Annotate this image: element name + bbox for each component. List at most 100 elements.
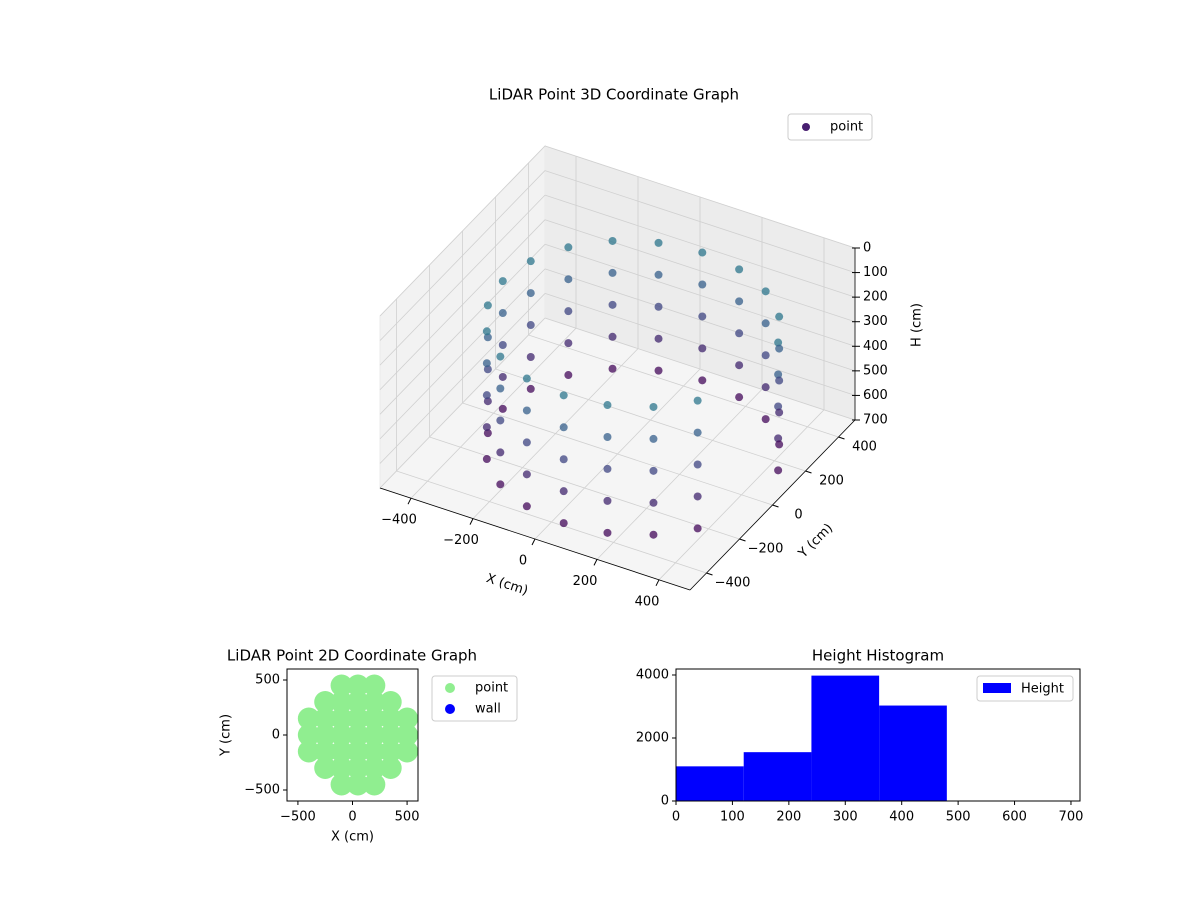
point <box>649 434 658 443</box>
legend-marker <box>802 123 810 131</box>
x-tick-label: 0 <box>672 810 680 825</box>
x-tick-label: 200 <box>776 810 801 825</box>
point <box>559 423 568 432</box>
z-tick-label: 300 <box>863 314 888 329</box>
grid-line <box>462 402 773 506</box>
z-tick-label: 500 <box>863 363 888 378</box>
bar <box>743 752 812 801</box>
point <box>346 691 369 713</box>
point <box>522 438 531 447</box>
grid-line <box>544 293 856 396</box>
point <box>775 376 784 385</box>
point <box>346 707 369 730</box>
axis-line <box>689 419 856 591</box>
point <box>735 361 744 370</box>
legend-label: point <box>830 120 863 135</box>
point <box>526 257 535 266</box>
point <box>654 270 663 279</box>
point <box>396 707 418 730</box>
point <box>496 480 505 489</box>
legend-marker <box>983 683 1011 693</box>
x-tick-label: 600 <box>1002 810 1027 825</box>
legend-marker <box>445 683 455 693</box>
point <box>314 691 337 713</box>
point <box>498 309 507 318</box>
bar <box>676 766 744 801</box>
x-tick <box>469 518 474 525</box>
point <box>330 757 353 779</box>
point <box>698 248 707 257</box>
point <box>761 319 770 328</box>
point <box>314 707 337 730</box>
point <box>735 329 744 338</box>
y-tick-label: 0 <box>661 794 669 809</box>
point <box>774 370 783 379</box>
point <box>559 487 568 496</box>
point <box>649 402 658 411</box>
y-tick <box>706 572 713 576</box>
point <box>297 740 320 763</box>
point <box>396 724 418 746</box>
point <box>608 364 617 373</box>
point <box>482 391 491 400</box>
point <box>603 496 612 505</box>
point <box>482 359 491 368</box>
legend-box <box>976 675 1074 702</box>
point <box>775 312 784 321</box>
point <box>498 372 507 381</box>
grid-line <box>379 317 546 489</box>
x-tick-label: 700 <box>1059 810 1084 825</box>
point <box>735 297 744 306</box>
legend-label: Height <box>1021 682 1064 697</box>
point <box>379 691 402 713</box>
grid-line <box>379 268 546 440</box>
bar <box>811 675 880 801</box>
point <box>482 423 491 432</box>
plot-area <box>297 674 418 796</box>
point <box>363 757 386 779</box>
z-tick-label: 100 <box>863 265 888 280</box>
chart-title: LiDAR Point 2D Coordinate Graph <box>227 647 477 665</box>
x-tick-label: −200 <box>443 533 479 548</box>
z-tick-label: 700 <box>863 413 888 428</box>
point <box>363 740 386 763</box>
point <box>775 344 784 353</box>
point <box>526 321 535 330</box>
y-axis-label: Y (cm) <box>219 714 234 757</box>
grid-line <box>495 368 806 472</box>
point <box>330 773 353 796</box>
point <box>498 404 507 413</box>
point <box>363 724 386 746</box>
point <box>483 333 492 342</box>
z-tick-label: 400 <box>863 339 888 354</box>
grid-line <box>544 243 856 347</box>
x-tick-label: 400 <box>635 594 660 609</box>
point <box>735 265 744 274</box>
point <box>761 415 770 424</box>
point <box>483 365 492 374</box>
y-tick-label: 500 <box>255 673 280 688</box>
point <box>330 691 353 713</box>
x-axis-label: X (cm) <box>331 830 374 845</box>
point <box>693 460 702 469</box>
legend-marker <box>445 704 455 714</box>
point <box>775 440 784 449</box>
point <box>496 416 505 425</box>
bar <box>879 705 947 801</box>
point <box>522 406 531 415</box>
point <box>564 371 573 380</box>
point <box>564 243 573 252</box>
y-tick-label: −500 <box>244 783 280 798</box>
x-tick-label: −400 <box>381 513 417 528</box>
point <box>483 301 492 310</box>
point <box>522 470 531 479</box>
axis-line <box>379 487 691 591</box>
y-tick-label: 0 <box>794 508 802 523</box>
point <box>483 429 492 438</box>
point <box>649 530 658 539</box>
x-tick <box>593 559 598 566</box>
x-tick <box>655 579 660 587</box>
point <box>498 277 507 286</box>
point <box>379 740 402 763</box>
